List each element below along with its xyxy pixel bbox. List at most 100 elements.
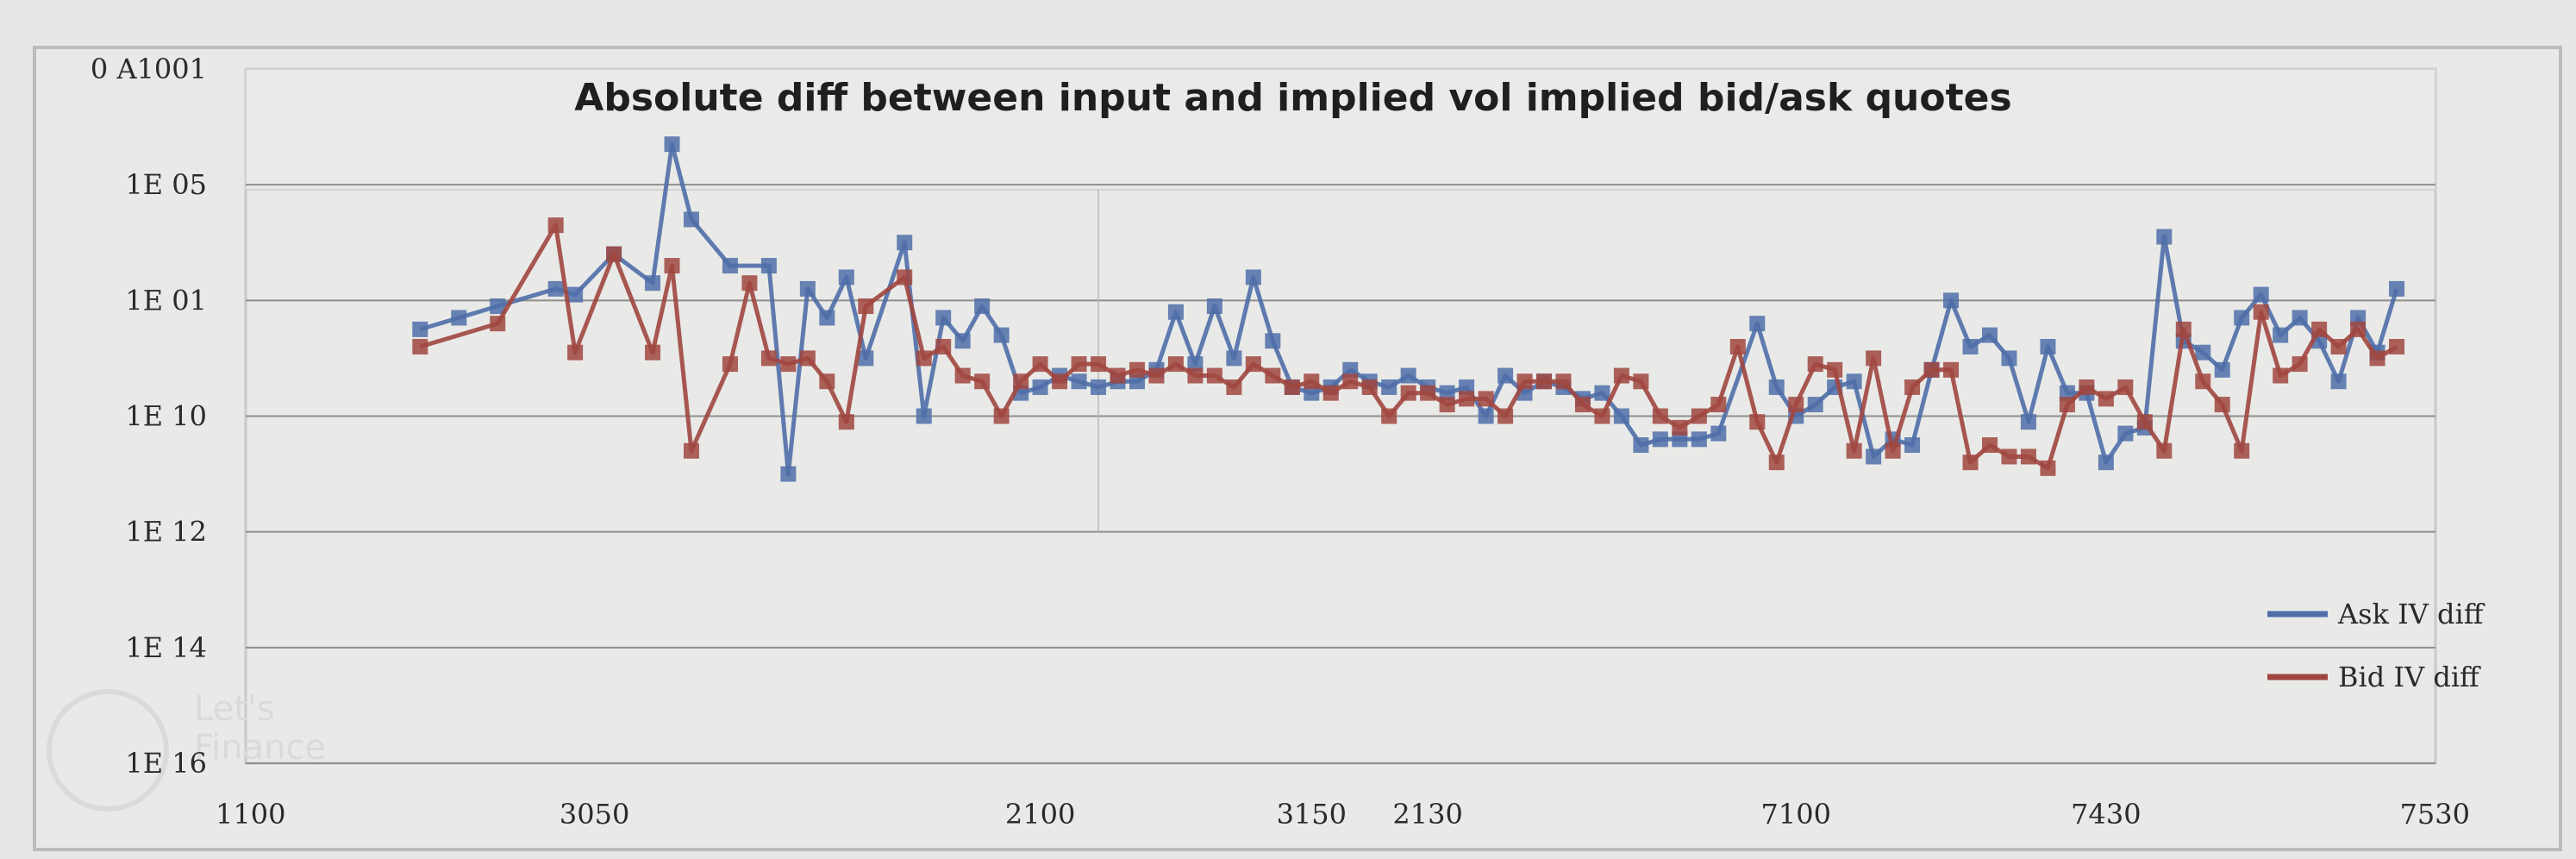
data-point-ask <box>1846 373 1862 390</box>
data-point-ask <box>993 327 1010 343</box>
data-point-bid <box>1633 373 1649 390</box>
y-tick-label-3: 1E 10 <box>125 400 207 433</box>
data-point-ask <box>1962 339 1979 354</box>
data-point-bid <box>606 246 622 262</box>
title-box <box>245 68 2436 191</box>
data-point-ask <box>1652 431 1668 448</box>
data-point-bid <box>2234 442 2250 459</box>
data-point-bid <box>1206 367 1222 384</box>
data-point-ask <box>1381 379 1397 395</box>
data-point-bid <box>2001 448 2017 465</box>
data-point-bid <box>1923 361 1940 378</box>
data-point-ask <box>1071 373 1087 390</box>
data-point-bid <box>780 356 797 373</box>
y-tick-label-1: 1E 05 <box>125 168 207 201</box>
y-tick-label-0: 0 A1001 <box>91 53 207 85</box>
data-point-ask <box>858 350 874 367</box>
data-point-ask <box>1943 292 1960 309</box>
data-point-ask <box>1613 408 1629 424</box>
data-point-ask <box>780 466 797 482</box>
data-point-ask <box>1594 385 1610 401</box>
data-point-bid <box>916 350 932 367</box>
data-point-ask <box>2214 361 2230 378</box>
data-point-ask <box>1982 327 1998 343</box>
data-point-bid <box>1555 373 1572 390</box>
legend-item-bid: Bid IV diff <box>2267 661 2481 693</box>
data-point-ask <box>1265 333 1281 349</box>
data-point-bid <box>2292 356 2308 373</box>
data-point-ask <box>2156 229 2173 245</box>
x-tick-label-1: 3050 <box>560 798 629 831</box>
watermark: Let's Finance <box>47 689 326 812</box>
data-point-bid <box>664 258 680 274</box>
data-point-bid <box>1710 397 1727 413</box>
data-point-bid <box>935 339 952 354</box>
data-point-bid <box>2350 321 2367 337</box>
x-tick-label-0: 1100 <box>216 798 285 831</box>
data-point-bid <box>2156 442 2173 459</box>
data-point-bid <box>1827 361 1843 378</box>
data-point-bid <box>1091 356 1107 373</box>
data-point-bid <box>1304 373 1320 390</box>
data-point-bid <box>1516 373 1533 390</box>
data-point-ask <box>2117 425 2134 442</box>
data-point-ask <box>935 310 952 326</box>
data-point-ask <box>1226 350 1242 367</box>
data-point-bid <box>1594 408 1610 424</box>
data-point-bid <box>1148 367 1165 384</box>
series <box>412 136 2405 482</box>
series-line-bid <box>419 223 2398 471</box>
grid <box>246 184 2435 764</box>
watermark-logo <box>47 689 169 812</box>
data-point-bid <box>1284 379 1300 395</box>
data-point-ask <box>1904 437 1921 454</box>
data-point-ask <box>1768 379 1785 395</box>
x-tick-label-3: 3150 <box>1277 798 1347 831</box>
x-tick-label-2: 2100 <box>1005 798 1075 831</box>
data-point-ask <box>799 280 816 297</box>
data-point-bid <box>490 316 506 332</box>
data-point-bid <box>1167 356 1184 373</box>
data-point-bid <box>2098 391 2114 407</box>
data-point-ask <box>974 298 991 315</box>
data-point-bid <box>954 367 971 384</box>
data-point-bid <box>722 356 738 373</box>
chart-title: Absolute diff between input and implied … <box>574 76 2011 120</box>
data-point-ask <box>2195 344 2211 361</box>
data-point-bid <box>819 373 835 390</box>
data-point-bid <box>1768 455 1785 471</box>
data-point-ask <box>916 408 932 424</box>
data-point-bid <box>1962 455 1979 471</box>
data-point-bid <box>760 350 777 367</box>
data-point-bid <box>1672 419 1688 436</box>
data-point-bid <box>645 344 661 361</box>
data-point-bid <box>1943 361 1960 378</box>
legend: Ask IV diff Bid IV diff <box>2267 598 2485 693</box>
data-point-ask <box>547 280 564 297</box>
data-point-ask <box>2040 339 2056 354</box>
data-point-ask <box>1167 304 1184 320</box>
data-point-bid <box>2117 379 2134 395</box>
data-point-ask <box>819 310 835 326</box>
data-point-bid <box>547 217 564 234</box>
data-point-ask <box>1633 437 1649 454</box>
y-axis: 0 A1001 1E 05 1E 01 1E 10 1E 12 1E 14 1E 16 <box>91 53 207 780</box>
data-point-bid <box>1459 391 1475 407</box>
x-tick-label-6: 7430 <box>2071 798 2141 831</box>
data-point-ask <box>954 333 971 349</box>
data-point-bid <box>1574 397 1591 413</box>
data-point-ask <box>1400 367 1416 384</box>
data-point-bid <box>2389 339 2405 354</box>
data-point-ask <box>897 235 913 251</box>
watermark-line1: Let's <box>194 689 275 729</box>
data-point-bid <box>683 442 699 459</box>
data-point-ask <box>2001 350 2017 367</box>
data-point-bid <box>412 339 428 354</box>
data-point-bid <box>2369 350 2385 367</box>
y-tick-label-5: 1E 14 <box>125 631 207 664</box>
data-point-bid <box>1322 385 1339 401</box>
data-point-ask <box>2389 280 2405 297</box>
data-point-bid <box>897 269 913 285</box>
data-point-bid <box>1885 442 1901 459</box>
